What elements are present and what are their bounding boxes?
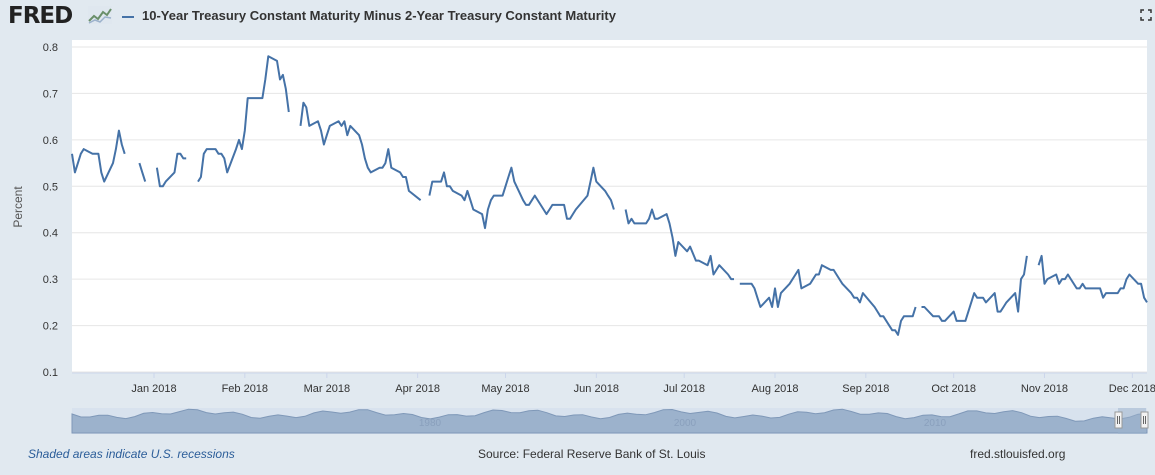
- chart-header: FRED 10-Year Treasury Constant Maturity …: [0, 0, 1155, 34]
- x-tick-label: May 2018: [481, 383, 529, 395]
- y-axis-ticks: 0.1 0.2 0.3 0.4 0.5 0.6 0.7 0.8: [43, 42, 58, 379]
- navigator-label: 2000: [674, 418, 697, 429]
- drag-handle-icon[interactable]: [1140, 411, 1149, 429]
- x-tick-label: Aug 2018: [751, 383, 798, 395]
- y-tick-label: 0.4: [43, 228, 58, 240]
- x-tick-label: Nov 2018: [1021, 383, 1068, 395]
- y-axis-label: Percent: [11, 186, 25, 228]
- series-segment[interactable]: [138, 162, 147, 182]
- x-tick-label: Jun 2018: [574, 383, 619, 395]
- drag-handle-icon[interactable]: [1114, 411, 1123, 429]
- navigator-label: 1980: [419, 418, 442, 429]
- series-segment[interactable]: [299, 101, 422, 201]
- series-segment[interactable]: [197, 55, 290, 183]
- x-tick-label: Jan 2018: [131, 383, 176, 395]
- y-tick-label: 0.3: [43, 274, 58, 286]
- fullscreen-icon[interactable]: [1140, 9, 1152, 21]
- recession-note-link[interactable]: Shaded areas indicate U.S. recessions: [28, 447, 235, 461]
- source-text: Source: Federal Reserve Bank of St. Loui…: [478, 447, 706, 461]
- x-tick-label: Dec 2018: [1109, 383, 1155, 395]
- x-tick-label: Jul 2018: [663, 383, 705, 395]
- navigator-label: 2010: [924, 418, 947, 429]
- x-tick-label: Feb 2018: [222, 383, 268, 395]
- site-link[interactable]: fred.stlouisfed.org: [970, 447, 1066, 461]
- fred-logo[interactable]: FRED: [8, 3, 73, 29]
- y-tick-label: 0.1: [43, 367, 58, 379]
- line-chart[interactable]: 0.1 0.2 0.3 0.4 0.5 0.6 0.7 0.8 Jan 2018 Feb 201…: [0, 0, 1155, 440]
- series-line: [71, 55, 1148, 336]
- series-segment[interactable]: [1037, 254, 1148, 303]
- y-tick-label: 0.2: [43, 321, 58, 333]
- x-tick-label: Sep 2018: [842, 383, 889, 395]
- series-segment[interactable]: [71, 129, 126, 183]
- series-segment[interactable]: [739, 264, 917, 336]
- x-tick-label: Oct 2018: [931, 383, 976, 395]
- y-tick-label: 0.6: [43, 135, 58, 147]
- series-segment[interactable]: [155, 152, 187, 188]
- navigator-labels: 1980 2000 2010: [419, 418, 947, 429]
- chart-title: 10-Year Treasury Constant Maturity Minus…: [142, 8, 616, 23]
- series-segment[interactable]: [921, 255, 1028, 322]
- x-tick-label: Apr 2018: [395, 383, 440, 395]
- plot-area: [72, 40, 1147, 373]
- navigator[interactable]: 1980 2000 2010: [71, 408, 1149, 434]
- x-tick-label: Mar 2018: [304, 383, 350, 395]
- series-segment[interactable]: [428, 166, 615, 230]
- navigator-area: [71, 408, 1148, 434]
- y-tick-label: 0.7: [43, 88, 58, 100]
- grid-lines: [72, 46, 1147, 373]
- series-segment[interactable]: [624, 208, 734, 281]
- x-axis-ticks: Jan 2018 Feb 2018 Mar 2018 Apr 2018 May 2018…: [131, 373, 1155, 395]
- y-tick-label: 0.5: [43, 181, 58, 193]
- legend-swatch: [122, 16, 134, 18]
- y-tick-label: 0.8: [43, 42, 58, 54]
- line-chart-icon: [88, 6, 112, 24]
